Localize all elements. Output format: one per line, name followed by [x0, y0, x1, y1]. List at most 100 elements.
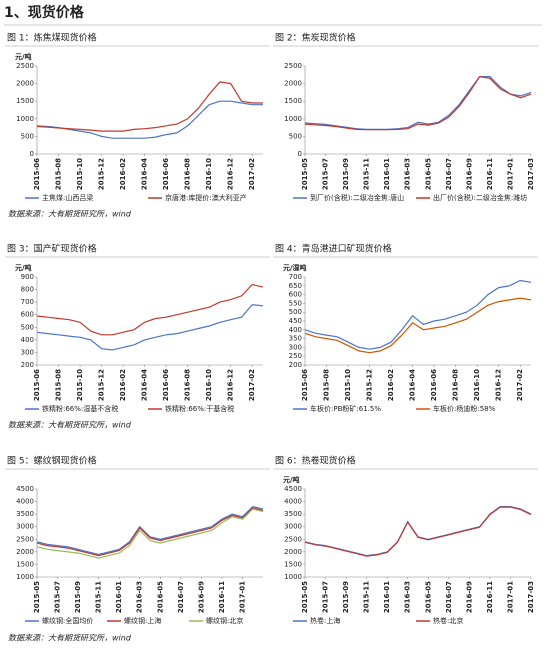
- y-tick-label: 500: [289, 308, 302, 316]
- y-tick-label: 2500: [284, 535, 302, 543]
- x-tick-label: 2015-12: [366, 369, 374, 401]
- y-tick-label: 800: [21, 286, 34, 294]
- x-tick-label: 2016-01: [383, 158, 391, 190]
- series-line: [36, 508, 264, 559]
- chart-title: 图 2：焦炭现货价格: [275, 32, 356, 44]
- x-tick-label: 2016-10: [205, 158, 213, 190]
- y-unit-label: 元/湿吨: [283, 263, 307, 272]
- x-tick-label: 2015-07: [322, 581, 330, 613]
- y-unit-label: 元/吨: [283, 475, 300, 484]
- x-tick-label: 2016-12: [227, 369, 235, 401]
- y-tick-label: 2000: [16, 548, 34, 556]
- x-tick-label: 2016-10: [205, 369, 213, 401]
- source-note: 数据来源：大有期货研究所，wind: [8, 421, 132, 430]
- y-tick-label: 650: [289, 282, 302, 290]
- x-tick-label: 2015-06: [301, 369, 309, 401]
- x-tick-label: 2017-03: [527, 581, 535, 613]
- legend-label: 出厂价(含税):二级冶金焦:潍坊: [433, 193, 527, 202]
- series-line: [304, 506, 532, 557]
- chart-title: 图 4：青岛港进口矿现货价格: [275, 243, 392, 255]
- y-tick-label: 2500: [16, 62, 34, 70]
- series-line: [36, 81, 263, 132]
- x-tick-label: 2015-07: [322, 158, 330, 190]
- legend-label: 热卷:北京: [433, 616, 463, 625]
- x-tick-label: 2015-11: [95, 581, 103, 613]
- x-tick-label: 2015-08: [55, 158, 63, 190]
- x-tick-label: 2016-04: [141, 369, 149, 401]
- x-tick-label: 2016-08: [452, 369, 460, 401]
- x-tick-label: 2015-06: [33, 158, 41, 190]
- x-tick-label: 2016-09: [465, 581, 473, 613]
- x-tick-label: 2015-10: [76, 369, 84, 401]
- x-tick-label: 2015-08: [323, 369, 331, 401]
- y-tick-label: 500: [21, 132, 34, 140]
- y-tick-label: 2500: [16, 535, 34, 543]
- y-tick-label: 1000: [16, 573, 34, 581]
- x-tick-label: 2016-03: [404, 581, 412, 613]
- series-line: [304, 506, 532, 557]
- x-tick-label: 2016-11: [486, 158, 494, 190]
- x-tick-label: 2016-01: [115, 581, 123, 613]
- y-tick-label: 700: [289, 273, 302, 281]
- x-tick-label: 2017-02: [248, 369, 256, 401]
- y-tick-label: 300: [289, 343, 302, 351]
- y-tick-label: 4000: [284, 498, 302, 506]
- page-title: 1、现货价格: [4, 4, 85, 21]
- x-tick-label: 2016-04: [409, 369, 417, 401]
- y-tick-label: 450: [289, 317, 302, 325]
- y-tick-label: 0: [298, 150, 302, 158]
- y-tick-label: 3500: [284, 510, 302, 518]
- chart-title: 图 6：热卷现货价格: [275, 455, 356, 467]
- y-tick-label: 2000: [284, 548, 302, 556]
- x-tick-label: 2016-08: [184, 369, 192, 401]
- y-tick-label: 300: [21, 348, 34, 356]
- chart-title: 图 1：炼焦煤现货价格: [7, 32, 97, 44]
- x-tick-label: 2016-11: [486, 581, 494, 613]
- y-tick-label: 4500: [16, 485, 34, 493]
- legend-label: 到厂价(含税):二级冶金焦:唐山: [310, 193, 404, 202]
- y-tick-label: 500: [289, 132, 302, 140]
- legend-label: 螺纹钢:上海: [124, 616, 161, 625]
- legend-label: 主焦煤:山西吕梁: [42, 193, 93, 202]
- legend-label: 车板价:杨迪粉:58%: [433, 404, 496, 413]
- source-note: 数据来源：大有期货研究所，wind: [8, 634, 132, 643]
- x-tick-label: 2017-03: [527, 158, 535, 190]
- y-tick-label: 400: [289, 326, 302, 334]
- x-tick-label: 2016-12: [495, 369, 503, 401]
- legend-label: 热卷:上海: [310, 616, 340, 625]
- x-tick-label: 2016-02: [119, 158, 127, 190]
- series-line: [36, 505, 264, 556]
- x-tick-label: 2016-03: [136, 581, 144, 613]
- x-tick-label: 2016-07: [445, 158, 453, 190]
- x-tick-label: 2016-09: [197, 581, 205, 613]
- x-tick-label: 2015-09: [74, 581, 82, 613]
- series-line: [304, 75, 532, 130]
- x-tick-label: 2017-01: [506, 581, 514, 613]
- y-tick-label: 200: [21, 361, 34, 369]
- y-tick-label: 3500: [16, 510, 34, 518]
- legend-label: 螺纹钢:北京: [206, 616, 243, 625]
- legend-label: 铁精粉:66%:湿基不含税: [42, 404, 118, 413]
- y-tick-label: 2000: [284, 80, 302, 88]
- x-tick-label: 2015-05: [301, 581, 309, 613]
- x-tick-label: 2015-12: [98, 158, 106, 190]
- y-tick-label: 2000: [16, 80, 34, 88]
- y-tick-label: 400: [21, 336, 34, 344]
- legend-label: 车板价:PB粉矿:61.5%: [310, 404, 381, 413]
- series-line: [36, 100, 263, 139]
- x-tick-label: 2015-09: [342, 581, 350, 613]
- x-tick-label: 2015-09: [342, 158, 350, 190]
- x-tick-label: 2015-06: [33, 369, 41, 401]
- x-tick-label: 2015-11: [363, 581, 371, 613]
- x-tick-label: 2016-02: [119, 369, 127, 401]
- y-tick-label: 1500: [284, 560, 302, 568]
- legend-label: 螺纹钢:全国均价: [42, 616, 93, 625]
- x-tick-label: 2016-09: [465, 158, 473, 190]
- y-tick-label: 1500: [284, 97, 302, 105]
- x-tick-label: 2015-08: [55, 369, 63, 401]
- x-tick-label: 2016-02: [387, 369, 395, 401]
- x-tick-label: 2017-01: [506, 158, 514, 190]
- y-tick-label: 1000: [284, 115, 302, 123]
